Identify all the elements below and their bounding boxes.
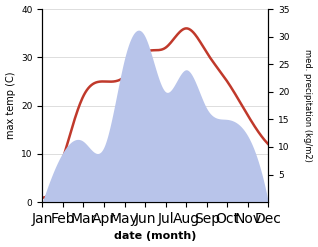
X-axis label: date (month): date (month) <box>114 231 197 242</box>
Y-axis label: max temp (C): max temp (C) <box>5 72 16 139</box>
Y-axis label: med. precipitation (kg/m2): med. precipitation (kg/m2) <box>303 49 313 162</box>
